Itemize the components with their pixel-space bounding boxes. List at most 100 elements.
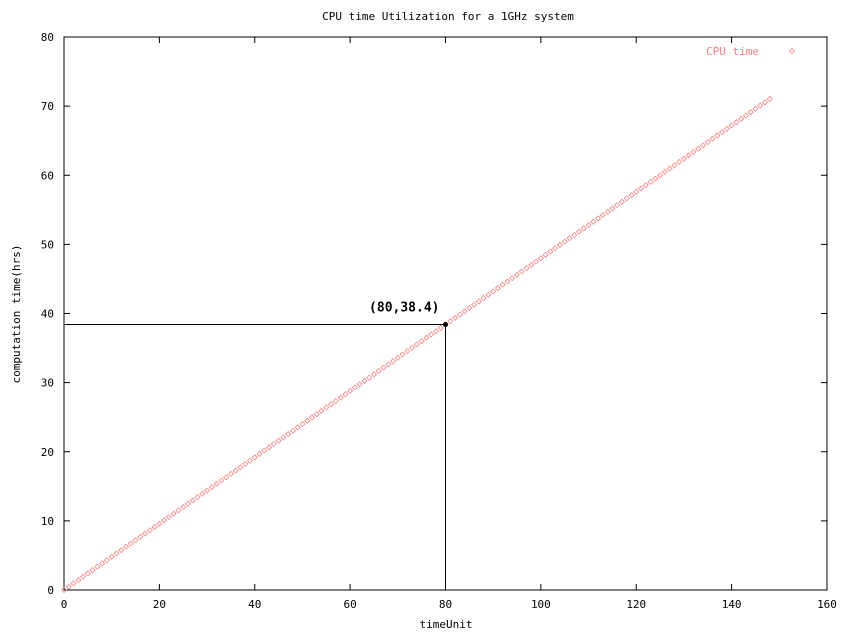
data-point bbox=[256, 450, 263, 458]
data-point bbox=[466, 304, 473, 312]
data-point bbox=[175, 507, 182, 514]
data-point bbox=[633, 188, 640, 195]
data-point bbox=[385, 361, 392, 368]
data-point bbox=[75, 576, 82, 584]
data-point bbox=[184, 500, 192, 507]
data-point bbox=[609, 205, 616, 212]
data-point bbox=[623, 195, 630, 202]
data-point bbox=[246, 457, 254, 464]
data-point bbox=[199, 490, 206, 497]
data-point bbox=[738, 115, 745, 122]
data-point bbox=[113, 550, 120, 557]
data-point bbox=[447, 318, 454, 325]
data-point bbox=[709, 135, 716, 142]
data-point bbox=[351, 384, 358, 391]
data-point bbox=[60, 586, 68, 594]
data-point bbox=[742, 112, 749, 119]
data-point bbox=[523, 265, 530, 272]
data-point bbox=[575, 228, 583, 235]
data-point bbox=[513, 271, 521, 278]
data-point bbox=[399, 351, 406, 358]
y-tick-label: 70 bbox=[41, 100, 54, 113]
data-point bbox=[542, 251, 549, 258]
data-point bbox=[595, 215, 602, 222]
data-point bbox=[461, 308, 468, 315]
chart-title: CPU time Utilization for a 1GHz system bbox=[322, 10, 574, 23]
data-point bbox=[270, 440, 277, 448]
data-point bbox=[318, 407, 325, 414]
data-point bbox=[65, 583, 72, 590]
data-point bbox=[132, 537, 139, 544]
data-point bbox=[313, 411, 320, 418]
data-point bbox=[747, 109, 754, 116]
data-point bbox=[723, 125, 730, 132]
data-point bbox=[189, 497, 196, 504]
annotation-label: (80,38.4) bbox=[369, 301, 439, 316]
data-point bbox=[280, 434, 287, 441]
data-point bbox=[361, 377, 368, 385]
data-point bbox=[218, 477, 225, 484]
x-tick-label: 160 bbox=[817, 598, 837, 611]
data-point bbox=[752, 105, 759, 112]
data-point bbox=[547, 248, 554, 255]
x-axis-title: timeUnit bbox=[420, 618, 473, 631]
data-point bbox=[375, 367, 382, 375]
data-point bbox=[122, 543, 130, 550]
data-point bbox=[389, 357, 397, 365]
data-point bbox=[475, 298, 482, 305]
series-cpu-time bbox=[60, 95, 773, 594]
data-point bbox=[265, 444, 273, 451]
y-tick-label: 30 bbox=[41, 377, 54, 390]
data-point bbox=[585, 221, 592, 229]
data-point bbox=[227, 470, 234, 477]
data-point bbox=[690, 148, 697, 156]
data-point bbox=[332, 397, 339, 404]
data-point bbox=[380, 364, 387, 371]
data-point bbox=[223, 474, 230, 481]
data-point bbox=[409, 344, 416, 351]
data-point bbox=[533, 258, 540, 265]
x-tick-label: 0 bbox=[61, 598, 68, 611]
data-point bbox=[194, 494, 201, 501]
legend-label-cpu-time: CPU time bbox=[706, 45, 759, 58]
data-point bbox=[94, 563, 101, 570]
y-tick-labels: 0 10 20 30 40 50 60 70 80 bbox=[41, 31, 54, 597]
legend-marker-diamond bbox=[788, 47, 796, 55]
data-point bbox=[618, 198, 626, 205]
data-point bbox=[695, 145, 702, 152]
data-point bbox=[490, 288, 497, 295]
data-point bbox=[347, 387, 354, 394]
y-tick-label: 40 bbox=[41, 308, 54, 321]
data-point bbox=[504, 278, 511, 285]
data-point bbox=[99, 560, 106, 567]
data-point bbox=[528, 261, 535, 268]
data-point bbox=[561, 238, 568, 245]
data-point bbox=[761, 99, 769, 106]
data-point bbox=[571, 231, 578, 239]
data-point bbox=[327, 401, 335, 408]
y-tick-label: 10 bbox=[41, 515, 54, 528]
x-tick-label: 100 bbox=[531, 598, 551, 611]
x-tick-labels: 0 20 40 60 80 100 120 140 160 bbox=[61, 598, 837, 611]
data-point bbox=[580, 225, 587, 232]
annotation: (80,38.4) bbox=[64, 301, 448, 590]
y-axis-title: computation time(hrs) bbox=[10, 244, 23, 383]
data-point bbox=[118, 547, 125, 554]
x-tick-label: 60 bbox=[344, 598, 357, 611]
data-point bbox=[342, 391, 349, 398]
x-tick-label: 20 bbox=[153, 598, 166, 611]
data-point bbox=[614, 202, 621, 209]
data-point bbox=[161, 517, 168, 524]
data-point bbox=[127, 540, 134, 547]
data-point bbox=[456, 311, 463, 318]
data-point bbox=[676, 158, 683, 166]
data-point bbox=[766, 95, 773, 103]
y-tick-label: 80 bbox=[41, 31, 54, 44]
data-point bbox=[423, 334, 430, 341]
data-point bbox=[299, 421, 306, 428]
data-point bbox=[714, 132, 721, 139]
data-point bbox=[590, 218, 597, 225]
data-point bbox=[142, 530, 149, 537]
data-point bbox=[518, 268, 525, 275]
